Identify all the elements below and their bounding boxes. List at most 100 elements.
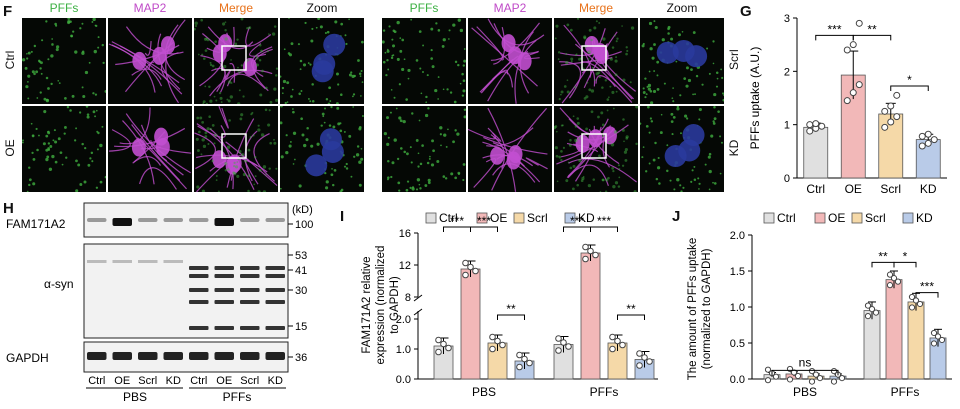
data-point [435,348,442,356]
data-point [555,335,562,342]
band-asyn [214,326,234,330]
significance-label: * [903,249,908,263]
band-asyn [87,260,107,263]
significance-bracket [590,226,618,232]
band-gapdh [112,352,132,360]
data-point [908,293,916,301]
legend-label-oe: OE [828,211,845,225]
data-point [516,351,523,359]
marker-label: 15 [295,321,307,333]
data-point [881,107,889,115]
data-point [918,142,926,150]
legend-label-kd: KD [578,211,595,225]
column-header-map2: MAP2 [493,1,527,15]
band-fam171a2 [138,218,158,222]
lane-label: OE [216,375,232,387]
micrograph-left: PFFs MAP2 Merge Zoom Ctrl OE [3,0,374,195]
micrograph-right-kd-merge [554,106,638,192]
data-point [930,340,938,347]
column-header-zoom: Zoom [306,1,338,15]
column-header-merge: Merge [218,1,253,15]
significance-label: ** [506,302,516,316]
legend-label-scrl: Scrl [527,211,548,225]
significance-bracket [771,369,839,376]
data-point [849,89,857,97]
lane-label: KD [268,375,283,387]
lane-label: Ctrl [190,375,207,387]
significance-label: ** [867,22,877,36]
data-point [521,355,528,363]
y-tick-label: 3 [784,13,790,25]
lane-label: Scrl [240,375,259,387]
x-tick-label: OE [845,182,862,196]
band-asyn [265,300,285,304]
data-point [462,271,469,279]
data-point [560,339,567,346]
bar-ctrl [803,126,829,179]
data-point [818,122,826,130]
legend-swatch-scrl [513,212,525,224]
micrograph-right-scrl-pffs [382,18,466,104]
significance-bracket [852,34,892,41]
legend-label-ctrl: Ctrl [439,211,458,225]
data-point [887,118,895,126]
data-point [864,302,872,309]
data-point [894,278,902,285]
column-header-pffs: PFFs [49,1,79,15]
data-point [808,368,816,375]
data-point [855,81,863,89]
legend-label-scrl: Scrl [865,211,886,225]
y-tick-label: 16 [399,228,411,240]
data-point [812,120,820,128]
micrograph-left-ctrl-map2 [108,18,192,104]
x-tick-label-pbs: PBS [472,385,496,399]
data-point [893,91,901,99]
band-asyn [265,288,285,292]
bar-pffs-oe [885,279,903,380]
band-fam171a2 [87,218,107,222]
data-point [786,376,794,383]
data-point [435,336,442,344]
data-point [908,304,916,311]
data-point [918,132,926,140]
marker-label: 36 [295,352,307,364]
data-point [868,306,876,313]
column-header-pffs: PFFs [409,1,439,15]
band-fam171a2 [214,218,234,226]
data-point [924,139,932,147]
data-point [886,271,894,278]
data-point [916,300,924,308]
band-fam171a2 [189,218,209,222]
x-tick-label: KD [920,182,937,196]
lane-label: Scrl [138,375,157,387]
marker-label: 41 [295,265,307,277]
panel-label-g: G [740,3,752,20]
y-axis-label-line2: (normalized to GAPDH) [701,248,713,369]
significance-label: *** [450,214,464,228]
significance-bracket [617,314,645,320]
panel-label-f: F [3,3,13,20]
significance-bracket [497,314,525,320]
band-asyn [189,288,209,292]
blot-unit: (kD) [292,204,313,216]
band-gapdh [240,352,260,360]
data-point [855,19,863,27]
legend-swatch-oe [476,212,488,224]
data-point [462,259,469,267]
band-asyn [240,326,260,330]
blot-label-gapdh: GAPDH [6,351,49,365]
band-asyn [265,326,285,330]
data-point [886,282,894,289]
panel-label-j: J [672,208,681,225]
band-asyn [240,300,260,304]
data-point [808,378,816,385]
band-asyn [240,288,260,292]
data-point [806,121,814,129]
significance-label: *** [570,214,584,228]
data-point [636,362,643,369]
chart-j: Ctrl OE Scrl KD 0.0 0.5 1.0 1.5 2.0 The amount of… [687,211,952,399]
data-point [806,127,814,135]
data-point [934,333,942,340]
band-asyn [214,274,234,278]
axis-break-mark [413,294,423,302]
